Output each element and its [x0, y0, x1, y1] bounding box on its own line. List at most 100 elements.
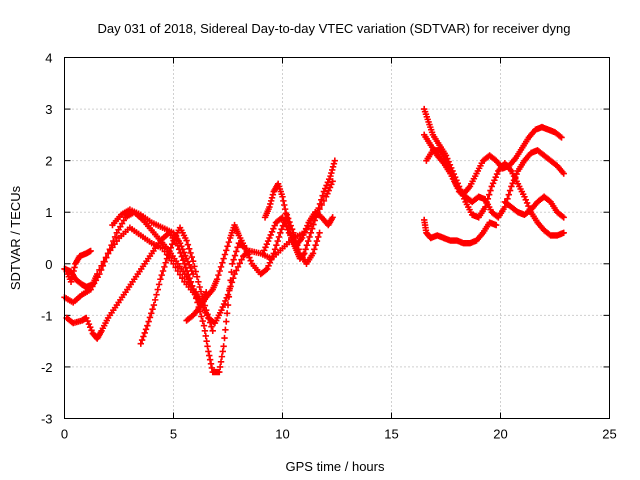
data-point [69, 271, 76, 278]
data-point [329, 214, 336, 221]
data-point [103, 254, 110, 261]
data-point [219, 303, 226, 311]
data-point [268, 228, 276, 236]
data-point [560, 170, 567, 177]
data-point [307, 229, 315, 237]
data-point [83, 314, 90, 322]
data-point [523, 199, 531, 207]
data-point [320, 188, 328, 195]
data-point [159, 267, 167, 275]
data-point [104, 250, 112, 257]
series-arc-13 [421, 216, 500, 247]
data-point [220, 343, 227, 350]
x-tick-label: 15 [384, 427, 398, 442]
data-point [509, 180, 516, 187]
data-point [223, 247, 230, 254]
data-point [137, 340, 144, 347]
data-point [445, 163, 452, 171]
data-point [165, 251, 172, 259]
data-point [306, 233, 313, 241]
data-point [271, 222, 278, 229]
data-point [221, 334, 228, 342]
data-point [281, 201, 288, 209]
y-tick-label: -2 [41, 360, 53, 375]
data-point [266, 234, 273, 242]
x-tick-label: 25 [602, 427, 616, 442]
data-point [505, 191, 512, 198]
data-point [493, 170, 501, 178]
data-point [442, 157, 450, 164]
data-point [268, 194, 276, 201]
data-point [262, 266, 270, 274]
data-point [158, 271, 165, 279]
data-point [101, 258, 108, 265]
data-point [300, 251, 307, 258]
data-point [226, 285, 233, 292]
data-point [275, 233, 283, 241]
data-point [218, 353, 226, 360]
y-tick-label: -1 [41, 308, 53, 323]
data-point [203, 337, 210, 345]
data-point [242, 245, 249, 252]
data-point [201, 327, 209, 335]
data-point [557, 133, 564, 140]
data-point [204, 343, 211, 350]
y-tick-label: 4 [45, 51, 52, 66]
data-point [191, 263, 198, 270]
data-point [97, 266, 105, 274]
y-tick-label: 2 [45, 154, 52, 169]
data-point [234, 263, 242, 271]
x-tick-label: 0 [61, 427, 68, 442]
data-point [282, 210, 290, 217]
data-point [323, 182, 330, 189]
data-point [172, 264, 179, 271]
data-point [206, 352, 213, 359]
data-point [448, 169, 455, 177]
data-point [193, 273, 201, 280]
data-point [269, 191, 277, 198]
data-point [244, 251, 252, 258]
data-point [222, 326, 229, 333]
data-point [322, 185, 329, 192]
data-point [230, 256, 237, 263]
data-point [142, 326, 150, 333]
data-point [243, 248, 250, 255]
data-point [99, 262, 107, 270]
data-point [219, 259, 226, 266]
data-point [108, 242, 115, 249]
data-point [264, 265, 271, 273]
data-point [225, 293, 233, 300]
data-point [181, 260, 188, 267]
data-point [219, 348, 226, 355]
data-point [190, 286, 197, 294]
data-point [155, 281, 163, 288]
data-point [208, 323, 215, 330]
data-point [220, 255, 227, 262]
data-point [145, 318, 152, 325]
data-point [267, 200, 274, 208]
y-tick-label: 1 [45, 205, 52, 220]
data-point [329, 166, 336, 174]
data-point [325, 187, 332, 194]
data-point [492, 221, 500, 229]
data-point [298, 234, 306, 242]
data-point [266, 259, 274, 266]
data-point [85, 320, 93, 328]
data-point [88, 327, 95, 334]
data-point [305, 237, 312, 245]
data-point [311, 246, 318, 253]
data-point [96, 270, 103, 278]
data-point [183, 237, 190, 244]
data-point [87, 247, 94, 255]
data-point [227, 277, 234, 284]
data-point [301, 250, 308, 257]
data-point [267, 231, 274, 239]
data-point [110, 237, 117, 245]
data-point [167, 244, 175, 251]
data-point [279, 214, 286, 221]
y-axis-label: SDTVAR / TECUs [8, 185, 23, 290]
data-point [454, 185, 461, 192]
data-point [149, 305, 156, 313]
data-point [262, 244, 269, 251]
